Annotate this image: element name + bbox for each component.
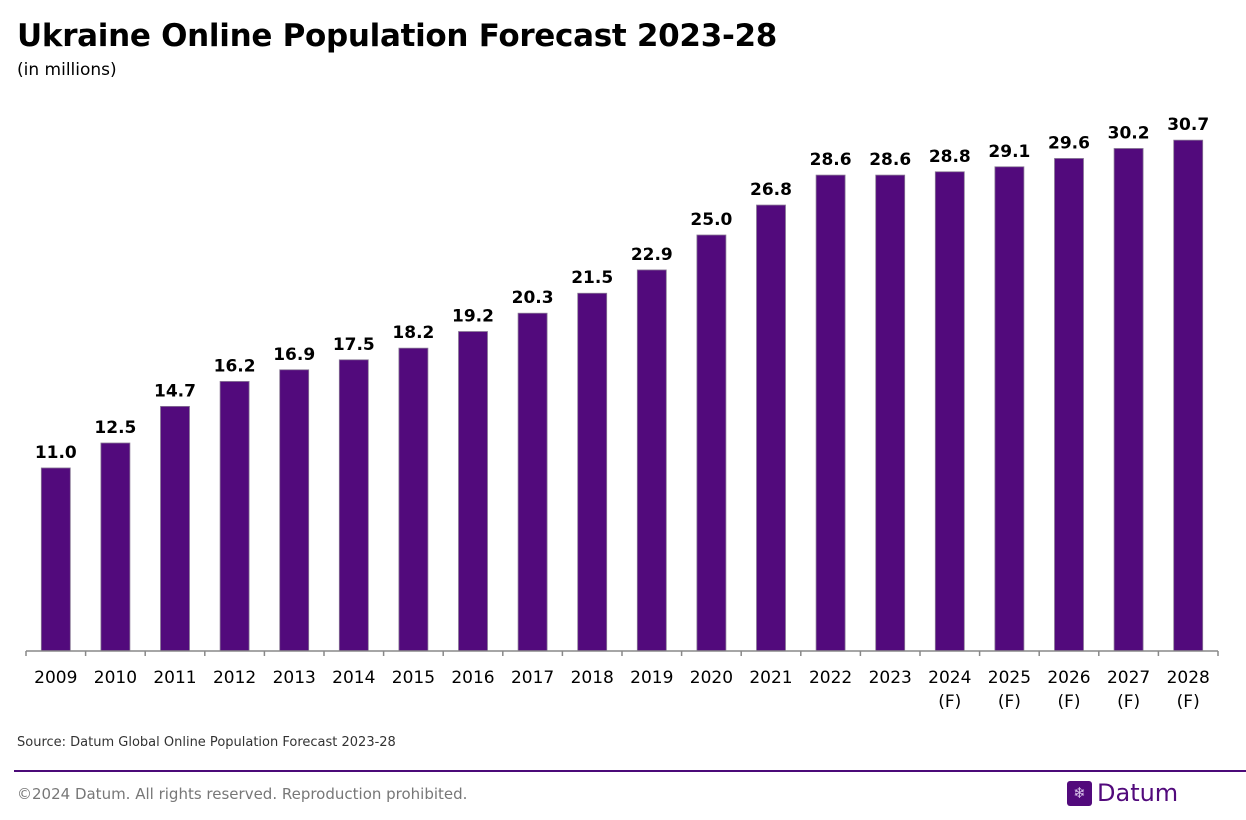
bar (398, 347, 429, 652)
chart-title: Ukraine Online Population Forecast 2023-… (17, 18, 778, 54)
x-tick-label: 2012 (213, 668, 256, 688)
data-label: 16.9 (273, 345, 315, 365)
bar (517, 312, 548, 652)
x-tick-label: 2021 (749, 668, 792, 688)
data-label: 12.5 (94, 418, 136, 438)
x-tick-label: 2016 (451, 668, 494, 688)
x-tick-label: 2023 (869, 668, 912, 688)
x-tick-label: 2009 (34, 668, 77, 688)
data-label: 14.7 (154, 381, 196, 401)
footer-divider (14, 770, 1246, 772)
bar (577, 292, 608, 652)
data-label: 19.2 (452, 307, 494, 327)
bar (40, 467, 71, 652)
bar (636, 269, 667, 652)
bar-chart: 11.0 2009 12.5 2010 14.7 2011 16.2 2012 16.9 2013… (25, 115, 1219, 712)
data-label: 16.2 (214, 356, 256, 376)
bar (875, 174, 906, 652)
chart-subtitle: (in millions) (17, 60, 117, 80)
bar (458, 331, 488, 652)
bar (994, 166, 1025, 652)
data-label: 20.3 (512, 288, 554, 308)
x-tick-label: 2027 (1107, 668, 1150, 688)
data-label: 28.8 (929, 147, 971, 167)
x-tick-label: 2020 (690, 668, 733, 688)
bar (934, 171, 965, 652)
data-label: 30.2 (1108, 123, 1150, 143)
x-tick-label: 2026 (1047, 668, 1090, 688)
x-tick-label: (F) (1117, 692, 1140, 712)
x-tick-label: (F) (938, 692, 961, 712)
x-tick-label: 2011 (153, 668, 196, 688)
bar (815, 174, 846, 652)
bar (1113, 148, 1144, 652)
data-label: 28.6 (869, 150, 911, 170)
source-note: Source: Datum Global Online Population F… (17, 735, 396, 750)
bar (279, 369, 310, 652)
bar (1173, 139, 1204, 652)
bar (756, 204, 786, 652)
x-tick-label: 2017 (511, 668, 554, 688)
x-tick-label: 2013 (273, 668, 316, 688)
data-label: 18.2 (392, 323, 434, 343)
bar (1054, 158, 1084, 652)
snowflake-icon: ❄ (1067, 780, 1092, 806)
data-label: 26.8 (750, 180, 792, 200)
data-label: 17.5 (333, 335, 375, 355)
x-tick-label: 2022 (809, 668, 852, 688)
data-label: 22.9 (631, 245, 673, 265)
bar (219, 381, 250, 652)
logo-text: Datum (1097, 779, 1179, 807)
x-tick-label: 2018 (571, 668, 614, 688)
x-tick-label: (F) (998, 692, 1021, 712)
x-tick-label: (F) (1177, 692, 1200, 712)
datum-logo: ❄ Datum (1067, 779, 1178, 807)
bar (338, 359, 369, 652)
data-label: 21.5 (571, 268, 613, 288)
x-tick-label: 2025 (988, 668, 1031, 688)
bar (696, 234, 727, 652)
data-label: 28.6 (810, 150, 852, 170)
data-label: 29.6 (1048, 133, 1090, 153)
x-tick-label: 2015 (392, 668, 435, 688)
x-tick-label: 2010 (94, 668, 137, 688)
x-tick-label: 2028 (1167, 668, 1210, 688)
data-label: 30.7 (1167, 115, 1209, 135)
x-tick-label: 2024 (928, 668, 971, 688)
data-label: 29.1 (988, 142, 1030, 162)
copyright: ©2024 Datum. All rights reserved. Reprod… (17, 785, 468, 803)
data-label: 25.0 (690, 210, 732, 230)
x-tick-label: 2019 (630, 668, 673, 688)
bar (100, 442, 131, 652)
x-tick-label: (F) (1057, 692, 1080, 712)
x-tick-label: 2014 (332, 668, 375, 688)
data-label: 11.0 (35, 443, 77, 463)
bar (160, 405, 190, 652)
